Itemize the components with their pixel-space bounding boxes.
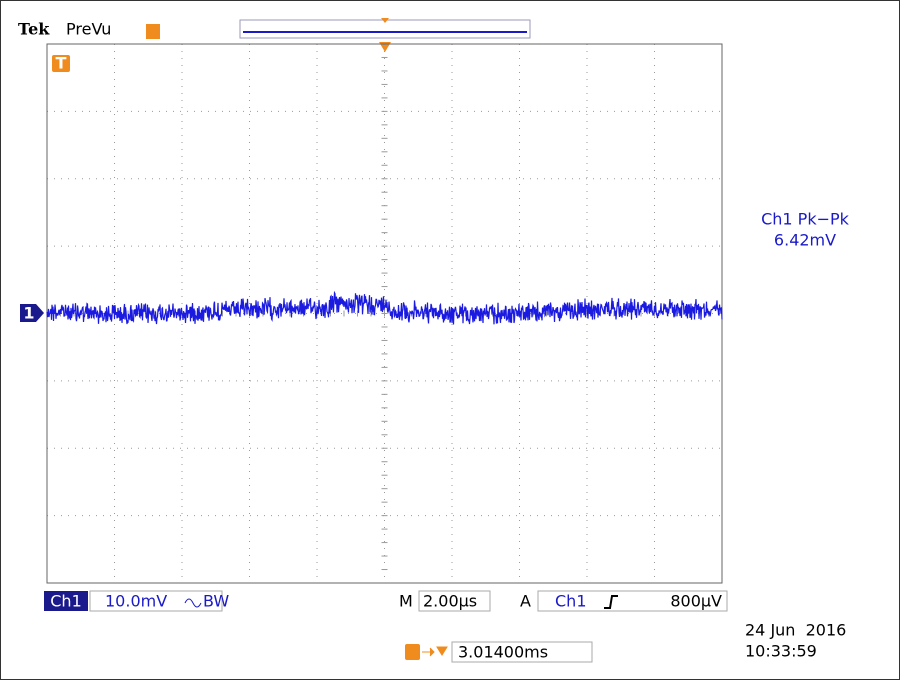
record-trigger: [381, 18, 389, 23]
timebase-prefix: M: [399, 592, 413, 611]
trigger-box: [537, 590, 728, 612]
timebase-box: [418, 590, 491, 612]
trigger-marker: [52, 55, 70, 72]
bandwidth: BW: [203, 592, 229, 611]
scale-box: [89, 590, 223, 612]
channel-marker-label: 1: [23, 304, 34, 323]
offset-arrow: [422, 646, 448, 657]
channel-marker: [20, 304, 44, 322]
offset-icon: [405, 644, 420, 660]
trigger-icon-small: [146, 24, 160, 39]
trigger-marker-label: T: [56, 54, 67, 73]
waveform: [46, 290, 723, 325]
timebase: 2.00µs: [423, 592, 477, 611]
trigger-level: 800µV: [670, 592, 722, 611]
date: 24 Jun 2016: [745, 621, 846, 640]
mode: PreVu: [66, 20, 111, 39]
trigger-source: Ch1: [555, 592, 587, 611]
offset-box: [451, 641, 593, 663]
time: 10:33:59: [745, 642, 817, 661]
scale: 10.0mV: [105, 592, 167, 611]
brand: Tek: [18, 20, 50, 39]
slope-icon: [604, 595, 618, 609]
trigger-prefix: A: [520, 592, 531, 611]
trigger-offset: 3.01400ms: [458, 643, 548, 662]
measurement-label: Ch1 Pk−Pk: [761, 210, 850, 229]
coupling-icon: [184, 598, 202, 608]
channel-box: [44, 591, 88, 611]
measurement-value: 6.42mV: [774, 231, 836, 250]
channel: Ch1: [50, 592, 82, 611]
